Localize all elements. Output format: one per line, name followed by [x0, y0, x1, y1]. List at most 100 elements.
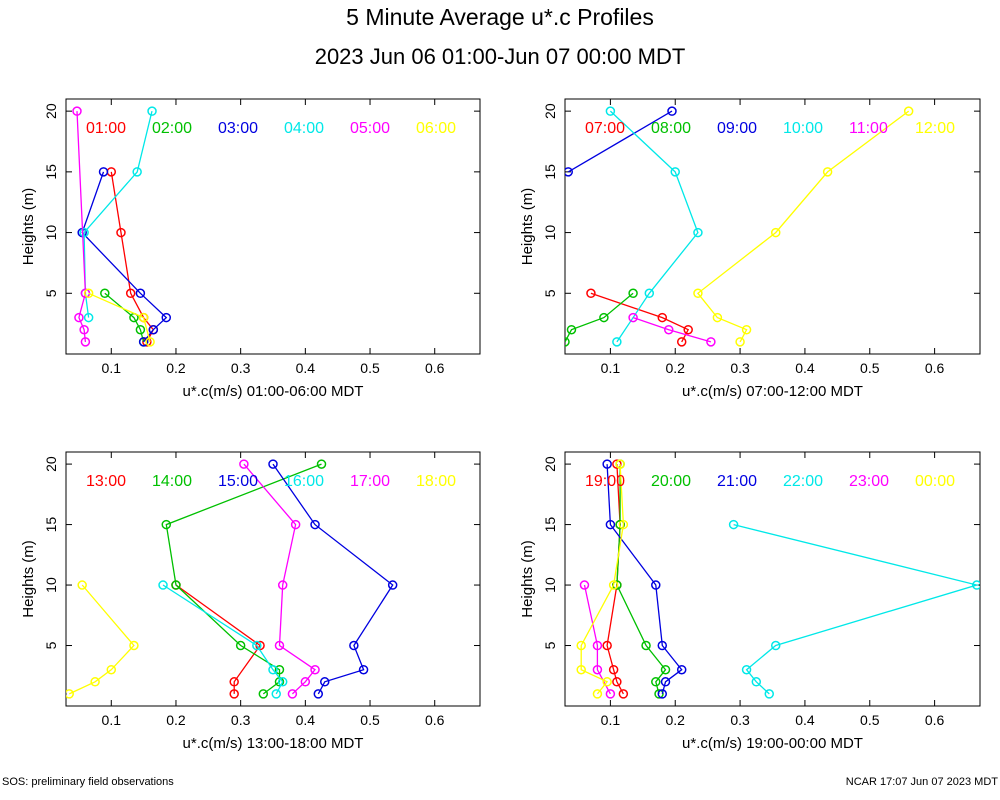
- legend-entry: 16:00: [284, 473, 324, 490]
- x-tick-label: 0.1: [601, 712, 621, 728]
- legend-entry: 15:00: [218, 473, 258, 490]
- data-point: [592, 689, 603, 699]
- data-point: [693, 227, 703, 238]
- x-tick-label: 0.1: [102, 712, 122, 728]
- data-point: [644, 288, 655, 299]
- plot-frame: [65, 451, 481, 707]
- x-tick-label: 0.6: [425, 712, 445, 728]
- data-point: [268, 664, 278, 675]
- data-point: [605, 106, 616, 116]
- data-point: [274, 640, 285, 651]
- series-line: [104, 292, 145, 343]
- data-point: [229, 677, 239, 687]
- x-tick-label: 0.2: [166, 712, 186, 728]
- data-point: [100, 288, 110, 299]
- data-point: [116, 227, 126, 238]
- series-line: [165, 463, 322, 695]
- legend-entry: 19:00: [585, 473, 625, 490]
- y-tick-label: 5: [43, 289, 59, 297]
- x-tick-label: 0.3: [730, 712, 750, 728]
- y-axis-label: Heights (m): [519, 540, 536, 618]
- data-point: [728, 519, 739, 530]
- y-tick-label: 20: [542, 103, 558, 119]
- x-tick-label: 0.4: [795, 360, 815, 376]
- data-point: [79, 324, 89, 335]
- data-point: [565, 337, 570, 347]
- data-point: [80, 337, 91, 347]
- legend-entry: 02:00: [152, 120, 192, 137]
- data-point: [683, 324, 693, 335]
- data-point: [903, 106, 914, 116]
- y-tick-label: 20: [43, 456, 59, 472]
- series-line: [580, 464, 625, 695]
- y-axis-label: Heights (m): [20, 540, 37, 618]
- x-tick-label: 0.5: [860, 360, 880, 376]
- data-region: [565, 106, 914, 347]
- data-point: [287, 689, 298, 699]
- data-point: [605, 689, 616, 699]
- series-line: [175, 584, 262, 694]
- series-0000: [576, 459, 629, 699]
- data-point: [612, 677, 622, 687]
- series-line: [81, 171, 168, 343]
- data-point: [586, 288, 596, 299]
- data-point: [822, 167, 833, 177]
- data-point: [751, 677, 762, 687]
- data-point: [706, 337, 716, 347]
- data-point: [268, 459, 278, 469]
- data-point: [135, 288, 146, 299]
- data-point: [660, 664, 671, 675]
- legend-entry: 04:00: [284, 120, 324, 137]
- data-point: [628, 288, 638, 299]
- series-line: [606, 464, 683, 695]
- data-point: [320, 677, 330, 687]
- series-line: [272, 463, 394, 695]
- data-point: [313, 689, 324, 699]
- series-line: [616, 464, 667, 695]
- data-point: [602, 677, 612, 687]
- series-line: [83, 110, 153, 318]
- series-line: [243, 463, 316, 695]
- data-point: [239, 459, 249, 469]
- y-tick-label: 10: [542, 225, 558, 241]
- data-point: [158, 580, 168, 590]
- series-1300: [171, 580, 265, 699]
- legend-entry: 20:00: [651, 473, 691, 490]
- series-1100: [628, 312, 716, 347]
- series-2300: [579, 580, 616, 699]
- series-1200: [693, 106, 914, 347]
- series-0300: [77, 167, 172, 347]
- x-tick-label: 0.2: [666, 360, 686, 376]
- data-point: [79, 227, 89, 238]
- data-point: [77, 580, 87, 590]
- data-point: [258, 689, 269, 699]
- plot-frame: [65, 98, 481, 355]
- legend-entry: 18:00: [416, 473, 456, 490]
- data-point: [90, 677, 100, 687]
- data-point: [592, 640, 603, 651]
- x-axis-label: u*.c(m/s) 19:00-00:00 MDT: [682, 735, 863, 752]
- footer-timestamp: NCAR 17:07 Jun 07 2023 MDT: [845, 776, 998, 788]
- legend-entry: 23:00: [849, 473, 889, 490]
- chart-title: 5 Minute Average u*.c Profiles: [346, 4, 654, 30]
- data-point: [605, 519, 616, 530]
- data-point: [300, 677, 311, 687]
- y-tick-label: 10: [43, 225, 59, 241]
- data-point: [138, 312, 149, 323]
- y-tick-label: 15: [542, 164, 558, 180]
- data-point: [277, 677, 288, 687]
- series-line: [590, 292, 690, 343]
- footer-note: SOS: preliminary field observations: [2, 776, 174, 788]
- data-point: [274, 664, 285, 675]
- legend-entry: 17:00: [350, 473, 390, 490]
- y-tick-label: 5: [542, 289, 558, 297]
- series-0600: [83, 288, 155, 347]
- legend-entry: 06:00: [416, 120, 456, 137]
- data-point: [349, 640, 359, 651]
- data-point: [641, 640, 651, 651]
- data-point: [602, 459, 612, 469]
- x-tick-label: 0.4: [296, 360, 316, 376]
- data-point: [277, 580, 288, 590]
- data-point: [129, 640, 139, 651]
